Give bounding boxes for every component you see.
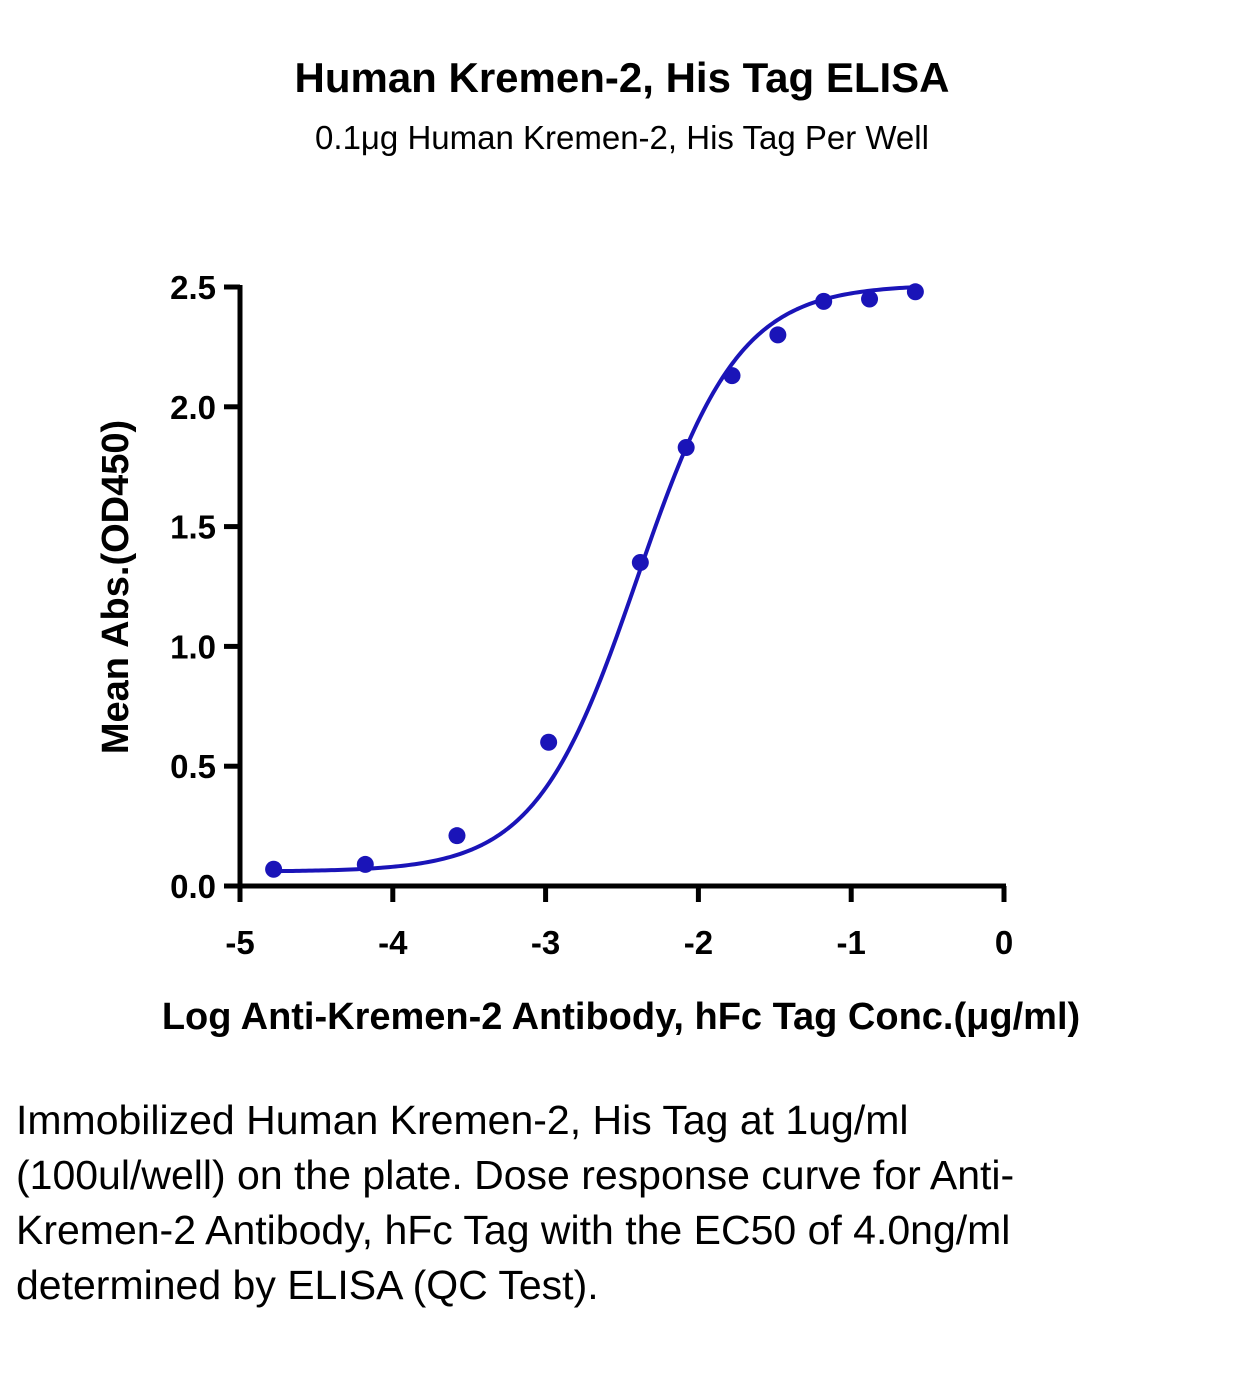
x-tick-label: -1: [837, 924, 866, 961]
y-tick-label: 1.0: [170, 628, 216, 665]
data-point: [631, 554, 649, 572]
y-tick-label: 0.5: [170, 748, 216, 785]
x-tick-label: -3: [531, 924, 560, 961]
data-point: [769, 326, 787, 344]
x-axis-ticks: -5 -4 -3 -2 -1 0: [225, 886, 1013, 961]
y-axis-ticks: 0.0 0.5 1.0 1.5 2.0 2.5: [170, 269, 240, 905]
data-point: [540, 733, 558, 751]
chart-subtitle: 0.1μg Human Kremen-2, His Tag Per Well: [315, 119, 929, 156]
y-tick-label: 0.0: [170, 868, 216, 905]
data-point: [448, 827, 466, 845]
y-axis-label: Mean Abs.(OD450): [95, 420, 137, 754]
data-point: [677, 439, 695, 457]
data-point: [861, 290, 879, 308]
figure-caption: Immobilized Human Kremen-2, His Tag at 1…: [16, 1097, 1015, 1308]
y-tick-label: 2.5: [170, 269, 216, 306]
x-tick-label: 0: [995, 924, 1013, 961]
data-points-layer: [265, 283, 924, 878]
data-point: [906, 283, 924, 301]
x-tick-label: -4: [378, 924, 408, 961]
chart-title: Human Kremen-2, His Tag ELISA: [294, 54, 949, 101]
y-tick-label: 1.5: [170, 509, 216, 546]
fit-curve: [273, 285, 916, 874]
y-tick-label: 2.0: [170, 389, 216, 426]
data-point: [723, 367, 741, 385]
data-point: [265, 860, 283, 878]
data-point: [815, 292, 833, 310]
x-tick-label: -2: [684, 924, 713, 961]
x-axis-label: Log Anti-Kremen-2 Antibody, hFc Tag Conc…: [162, 996, 1080, 1038]
data-point: [356, 855, 374, 873]
fit-curve-layer: [273, 285, 916, 874]
axes: [237, 285, 1006, 889]
x-tick-label: -5: [225, 924, 254, 961]
